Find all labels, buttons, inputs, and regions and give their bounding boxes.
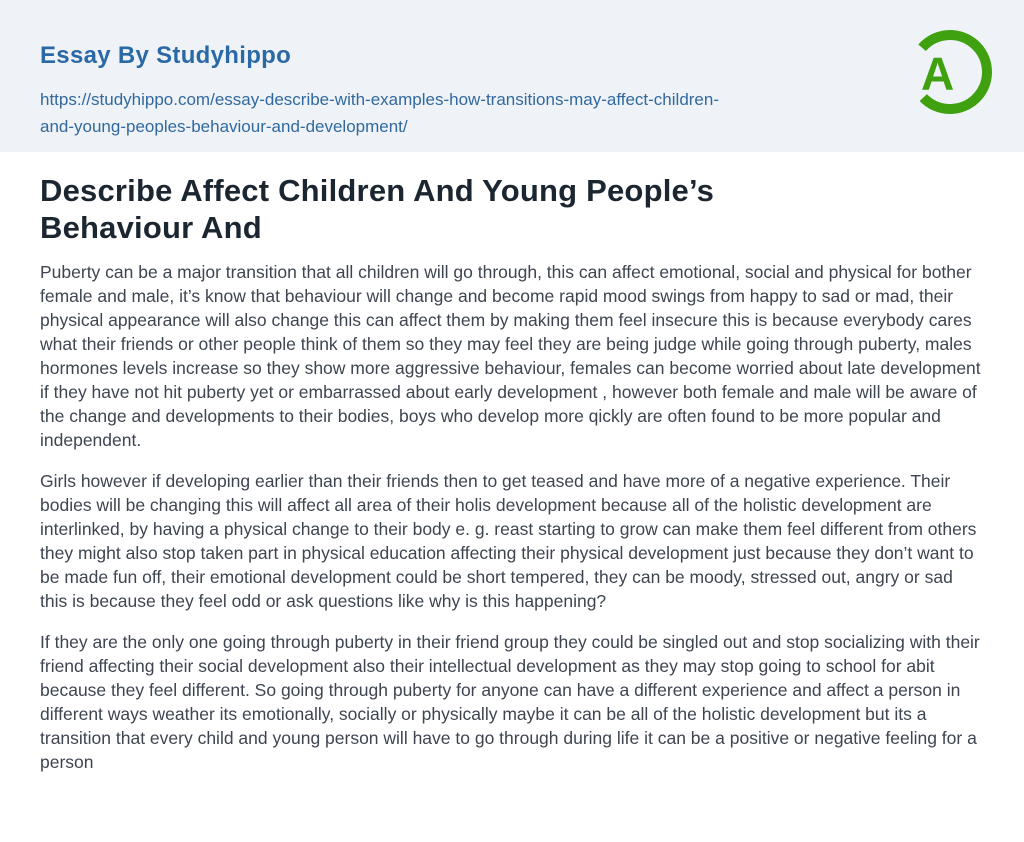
essay-paragraph-1: Puberty can be a major transition that a… [40,262,981,450]
essay-title: Describe Affect Children And Young Peopl… [40,172,984,246]
essay-paragraph-3: If they are the only one going through p… [40,632,980,772]
header-text-block: Essay By Studyhippo https://studyhippo.c… [40,0,719,140]
essay-url-link[interactable]: https://studyhippo.com/essay-describe-wi… [40,86,719,140]
studyhippo-logo: A [906,28,994,116]
page-header: Essay By Studyhippo https://studyhippo.c… [0,0,1024,152]
site-title: Essay By Studyhippo [40,42,292,69]
essay-body: Puberty can be a major transition that a… [40,260,984,774]
logo-arc-icon [908,30,992,114]
essay-title-line1: Describe Affect Children And Young Peopl… [40,173,715,208]
essay-content: Describe Affect Children And Young Peopl… [0,152,1024,831]
logo-letter: A [921,47,955,100]
essay-paragraph-2: Girls however if developing earlier than… [40,471,977,611]
essay-url-line2: and-young-peoples-behaviour-and-developm… [40,117,408,136]
essay-title-line2: Behaviour And [40,210,262,245]
essay-url-line1: https://studyhippo.com/essay-describe-wi… [40,90,720,109]
